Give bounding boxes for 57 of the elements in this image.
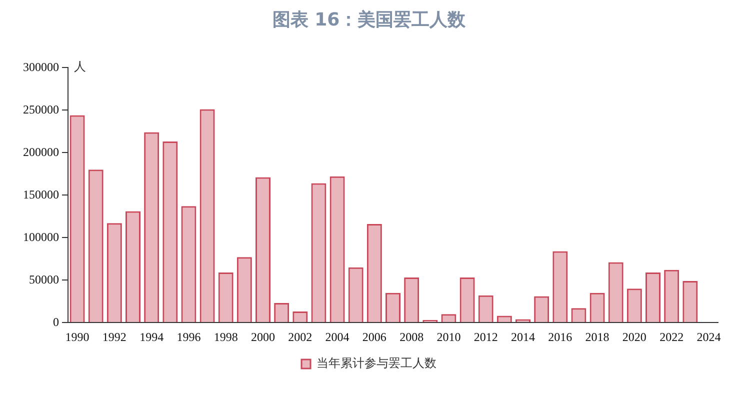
bar xyxy=(106,223,122,322)
y-axis-title: 人 xyxy=(74,60,86,74)
bar xyxy=(646,272,660,322)
bar xyxy=(590,292,605,322)
y-tick-label: 150000 xyxy=(23,187,59,202)
bar xyxy=(664,270,680,322)
bar xyxy=(534,296,550,322)
bar xyxy=(441,314,456,322)
x-tick-label: 1994 xyxy=(140,330,164,344)
bar xyxy=(330,176,345,322)
y-tick-label: 0 xyxy=(53,314,59,329)
bar xyxy=(366,224,382,322)
x-tick-label: 2018 xyxy=(585,330,610,344)
bar xyxy=(200,109,215,322)
bar xyxy=(256,177,270,322)
bar xyxy=(162,142,178,322)
x-tick-label: 2016 xyxy=(548,330,572,344)
legend-label: 当年累计参与罢工人数 xyxy=(316,356,436,370)
bar xyxy=(682,280,698,322)
y-tick-label: 250000 xyxy=(23,102,59,116)
x-tick-label: 2010 xyxy=(436,330,461,344)
y-tick-label: 200000 xyxy=(23,144,59,159)
x-tick-label: 2002 xyxy=(288,330,312,344)
bar xyxy=(144,132,160,322)
x-tick-label: 1998 xyxy=(214,330,238,344)
x-tick-label: 2012 xyxy=(474,330,498,344)
bar xyxy=(496,316,512,322)
bar xyxy=(311,183,326,322)
bar xyxy=(181,206,196,322)
bar xyxy=(348,267,364,322)
bar xyxy=(608,262,624,322)
bar xyxy=(478,295,494,322)
bar xyxy=(218,272,234,322)
bar xyxy=(626,288,642,322)
x-tick-label: 1992 xyxy=(102,330,126,344)
x-tick-label: 2006 xyxy=(362,330,386,344)
bar xyxy=(404,278,420,322)
x-tick-label: 2024 xyxy=(696,330,721,344)
bar xyxy=(88,170,104,322)
bar xyxy=(70,115,85,322)
y-tick-label: 100000 xyxy=(23,230,59,244)
y-tick-label: 300000 xyxy=(23,60,59,74)
bar xyxy=(126,211,140,322)
bar xyxy=(552,251,568,322)
bar xyxy=(460,278,475,322)
x-tick-label: 2022 xyxy=(660,330,684,344)
x-tick-label: 2020 xyxy=(622,330,646,344)
bar xyxy=(236,257,252,322)
x-tick-label: 2008 xyxy=(400,330,424,344)
x-tick-label: 2000 xyxy=(251,330,275,344)
bar xyxy=(386,292,400,322)
x-tick-label: 2014 xyxy=(511,330,535,344)
y-tick-label: 50000 xyxy=(29,272,59,286)
x-tick-label: 1990 xyxy=(65,330,90,344)
x-tick-label: 2004 xyxy=(325,330,350,344)
x-tick-label: 1996 xyxy=(176,330,201,344)
chart-title: 图表 16：美国罢工人数 xyxy=(272,9,467,30)
